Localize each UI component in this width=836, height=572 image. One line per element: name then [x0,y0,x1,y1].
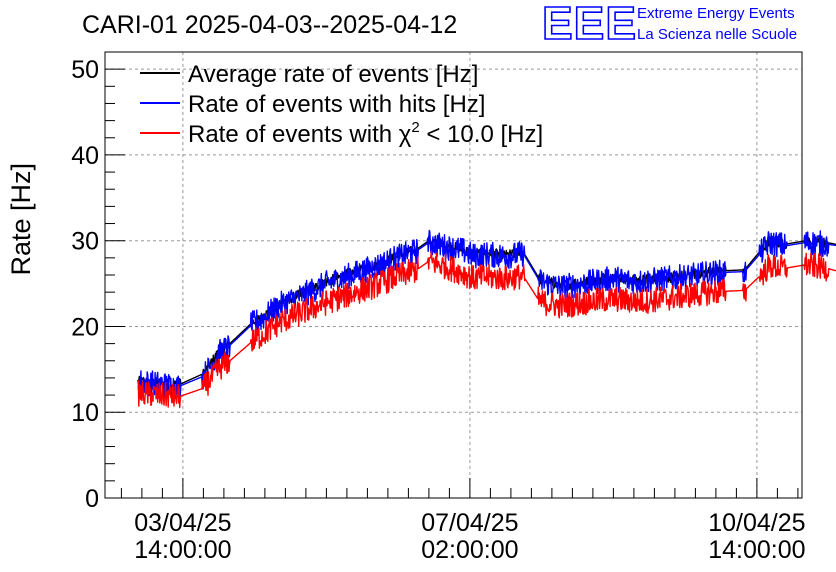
chart-title: CARI-01 2025-04-03--2025-04-12 [82,11,457,39]
y-tick-label-5: 50 [71,56,99,84]
legend-label-2: Rate of events with χ2 < 10.0 [Hz] [188,119,543,148]
x-tick-label-date-2: 10/04/25 [708,509,805,537]
series-line-2 [137,250,836,409]
legend-label-0: Average rate of events [Hz] [188,61,478,88]
eee-logo-line1: Extreme Energy Events [637,5,795,22]
legend: Average rate of events [Hz] Rate of event… [140,61,543,148]
axes: 0102030405003/04/2514:00:0007/04/2502:00… [71,51,806,564]
data-series [137,229,836,409]
y-tick-label-1: 10 [71,399,99,427]
x-tick-label-date-1: 07/04/25 [421,509,518,537]
x-tick-label-time-1: 02:00:00 [421,536,518,564]
y-tick-label-3: 30 [71,228,99,256]
x-tick-label-date-0: 03/04/25 [134,509,231,537]
y-tick-label-0: 0 [85,485,99,513]
x-tick-label-time-0: 14:00:00 [134,536,231,564]
series-line-1 [137,229,836,400]
eee-logo-letters: EEE [542,0,637,49]
eee-logo-line2: La Scienza nelle Scuole [637,26,797,43]
eee-logo: EEE Extreme Energy Events La Scienza nel… [541,0,797,50]
y-tick-label-4: 40 [71,142,99,170]
x-tick-label-time-2: 14:00:00 [708,536,805,564]
y-axis-label: Rate [Hz] [6,163,36,276]
y-tick-label-2: 20 [71,313,99,341]
legend-label-1: Rate of events with hits [Hz] [188,91,485,118]
